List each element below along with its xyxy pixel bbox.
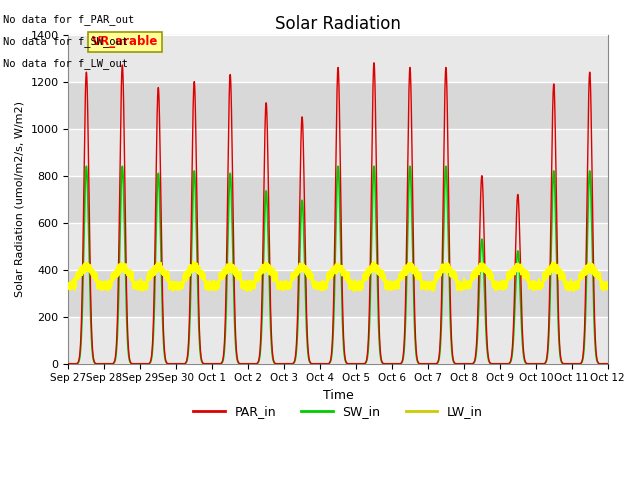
- X-axis label: Time: Time: [323, 389, 353, 402]
- Legend: PAR_in, SW_in, LW_in: PAR_in, SW_in, LW_in: [188, 400, 488, 423]
- Text: No data for f_LW_out: No data for f_LW_out: [3, 58, 128, 69]
- Text: VR_arable: VR_arable: [92, 35, 158, 48]
- Bar: [68, 35, 608, 82]
- Bar: [68, 270, 608, 317]
- Y-axis label: Solar Radiation (umol/m2/s, W/m2): Solar Radiation (umol/m2/s, W/m2): [15, 101, 25, 297]
- Bar: [68, 176, 608, 223]
- Text: No data for f_PAR_out: No data for f_PAR_out: [3, 14, 134, 25]
- Bar: [68, 129, 608, 176]
- Bar: [68, 82, 608, 129]
- Bar: [68, 317, 608, 364]
- Title: Solar Radiation: Solar Radiation: [275, 15, 401, 33]
- Bar: [68, 223, 608, 270]
- Text: No data for f_SW_out: No data for f_SW_out: [3, 36, 128, 47]
